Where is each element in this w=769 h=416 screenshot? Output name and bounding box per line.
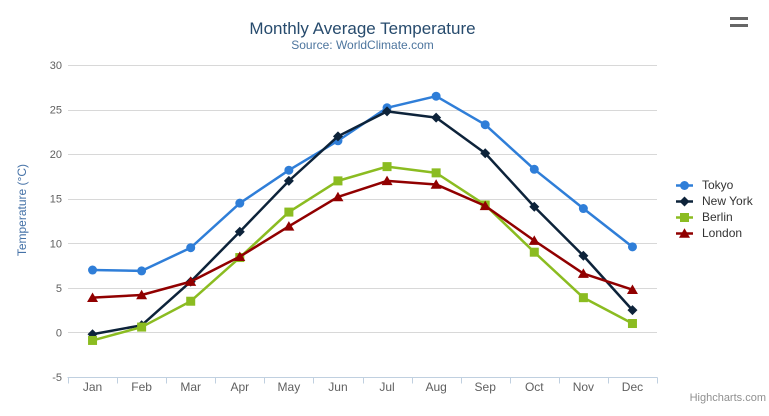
triangle-legend-marker-icon — [676, 227, 693, 238]
data-point[interactable] — [88, 335, 98, 345]
x-tick-label: Nov — [573, 380, 594, 394]
series-line[interactable] — [91, 165, 634, 342]
y-tick-label: 30 — [50, 60, 62, 72]
x-axis-labels: Jan Feb Mar Apr May Jun Jul Aug Sep Oct Nov Dec — [83, 380, 643, 394]
data-point[interactable] — [332, 131, 343, 142]
data-point[interactable] — [88, 265, 98, 275]
data-point[interactable] — [186, 296, 196, 306]
data-point[interactable] — [431, 112, 442, 123]
x-tick-label: Jan — [83, 380, 102, 394]
data-point[interactable] — [627, 319, 637, 329]
square-legend-marker-icon — [676, 212, 693, 222]
diamond-legend-marker-icon — [676, 196, 693, 206]
y-tick-label: -5 — [52, 372, 62, 384]
data-point[interactable] — [479, 200, 491, 211]
y-axis-labels: -5 0 5 10 15 20 25 30 — [50, 60, 62, 384]
x-tick-label: May — [278, 380, 301, 394]
data-point[interactable] — [284, 207, 294, 217]
data-point[interactable] — [284, 165, 294, 175]
data-point[interactable] — [430, 179, 442, 189]
data-point[interactable] — [234, 226, 245, 237]
data-point[interactable] — [529, 164, 539, 174]
data-point[interactable] — [578, 293, 588, 303]
series-line[interactable] — [91, 94, 634, 273]
y-axis-title: Temperature (°C) — [15, 164, 29, 257]
chart-context-menu-button[interactable] — [730, 14, 748, 33]
y-tick-label: 15 — [50, 194, 62, 206]
gridlines — [68, 65, 657, 378]
data-point[interactable] — [381, 175, 393, 186]
data-point[interactable] — [234, 251, 246, 261]
y-tick-label: 25 — [50, 105, 62, 117]
data-point[interactable] — [332, 191, 344, 202]
legend-item-label: London — [702, 226, 743, 240]
data-point[interactable] — [382, 106, 393, 117]
data-point[interactable] — [431, 91, 441, 101]
hamburger-icon — [730, 16, 748, 27]
data-point[interactable] — [235, 198, 245, 208]
circle-legend-marker-icon — [676, 180, 693, 190]
series-tokyo[interactable] — [88, 91, 637, 276]
data-point[interactable] — [627, 305, 638, 316]
data-point[interactable] — [626, 284, 638, 294]
x-tick-label: Jun — [328, 380, 347, 394]
legend: Tokyo New York Berlin London — [676, 177, 753, 241]
x-tick-label: Oct — [525, 380, 544, 394]
data-point[interactable] — [577, 268, 589, 278]
data-point[interactable] — [578, 204, 588, 214]
legend-item-tokyo[interactable]: Tokyo — [676, 177, 753, 193]
legend-item-label: Berlin — [702, 210, 733, 224]
legend-item-label: New York — [702, 194, 753, 208]
data-point[interactable] — [136, 289, 148, 300]
data-point[interactable] — [283, 221, 295, 231]
data-point[interactable] — [480, 148, 491, 159]
x-tick-label: Feb — [131, 380, 152, 394]
x-tick-label: Dec — [622, 380, 643, 394]
series-line[interactable] — [91, 110, 634, 336]
data-point[interactable] — [137, 266, 147, 276]
data-point[interactable] — [87, 292, 99, 302]
series-london[interactable] — [87, 175, 638, 302]
series-new-york[interactable] — [87, 106, 638, 340]
x-tick-label: Jul — [379, 380, 394, 394]
data-point[interactable] — [186, 243, 196, 253]
legend-item-berlin[interactable]: Berlin — [676, 209, 753, 225]
x-tick-label: Aug — [425, 380, 446, 394]
x-tick-label: Mar — [180, 380, 201, 394]
data-point[interactable] — [137, 322, 147, 332]
data-point[interactable] — [529, 201, 540, 212]
legend-item-london[interactable]: London — [676, 225, 753, 241]
data-point[interactable] — [578, 250, 589, 261]
data-point[interactable] — [528, 235, 540, 245]
data-point[interactable] — [185, 276, 197, 286]
data-point[interactable] — [382, 162, 392, 172]
data-point[interactable] — [529, 247, 539, 257]
data-point[interactable] — [283, 175, 294, 186]
data-point[interactable] — [627, 242, 637, 252]
y-tick-label: 20 — [50, 149, 62, 161]
x-tick-label: Sep — [475, 380, 497, 394]
legend-item-label: Tokyo — [702, 178, 734, 192]
x-axis — [67, 377, 658, 384]
data-point[interactable] — [431, 168, 441, 178]
y-tick-label: 5 — [56, 283, 62, 295]
series-layer — [87, 91, 638, 345]
series-line[interactable] — [91, 179, 634, 299]
y-tick-label: 0 — [56, 327, 62, 339]
chart-title: Monthly Average Temperature — [249, 19, 476, 38]
chart-subtitle: Source: WorldClimate.com — [291, 38, 434, 52]
data-point[interactable] — [333, 176, 343, 186]
x-tick-label: Apr — [230, 380, 249, 394]
legend-item-new-york[interactable]: New York — [676, 193, 753, 209]
y-tick-label: 10 — [50, 238, 62, 250]
data-point[interactable] — [480, 120, 490, 130]
credits-link[interactable]: Highcharts.com — [689, 392, 766, 404]
